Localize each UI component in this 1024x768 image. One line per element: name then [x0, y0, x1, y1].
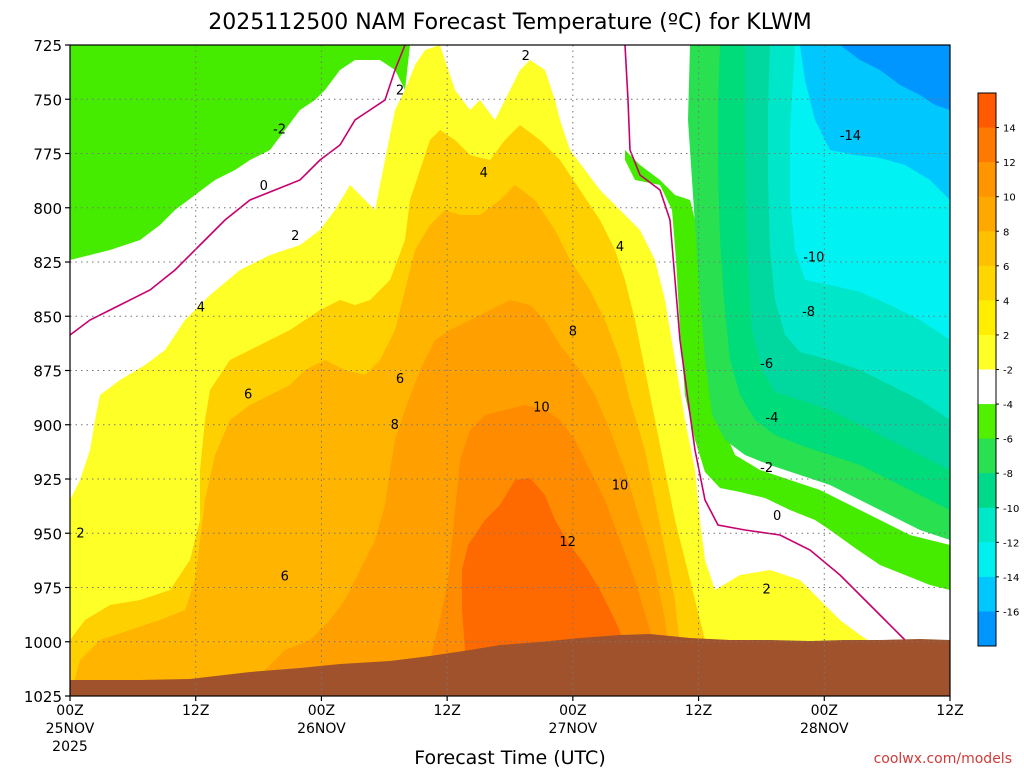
- y-tick-label: 1000: [24, 634, 62, 652]
- contour-label: 4: [197, 301, 205, 316]
- contour-label: -2: [760, 461, 773, 476]
- contour-label: 4: [616, 240, 624, 255]
- contour-label: 2: [76, 526, 84, 541]
- x-tick-date: 26NOV: [297, 721, 346, 737]
- colorbar-swatch: [978, 334, 996, 370]
- x-tick-label: 12Z: [433, 703, 460, 719]
- colorbar-label: -12: [1003, 538, 1019, 549]
- colorbar-label: 2: [1003, 331, 1009, 342]
- colorbar: 14 12 10 8 6 4 2 -2 -4 -6 -8 -10 -12 -14 -16: [977, 92, 1019, 647]
- y-tick-label: 875: [33, 363, 62, 381]
- y-tick-label: 1025: [24, 688, 62, 706]
- colorbar-label: -4: [1003, 400, 1013, 411]
- contour-label: 0: [773, 509, 781, 524]
- colorbar-swatch: [978, 507, 996, 543]
- y-tick-label: 825: [33, 254, 62, 272]
- colorbar-label: 4: [1003, 296, 1009, 307]
- temperature-field: [70, 45, 950, 696]
- colorbar-swatch: [978, 611, 996, 647]
- x-tick-label: 00Z: [308, 703, 335, 719]
- y-tick-label: 850: [33, 308, 62, 326]
- y-tick-label: 725: [33, 37, 62, 55]
- colorbar-swatch: [978, 473, 996, 509]
- colorbar-label: -10: [1003, 504, 1019, 515]
- credit-text: coolwx.com/models: [874, 751, 1012, 767]
- y-axis: 725 750 775 800 825 850 875 900 925 950 975 1000 102…: [24, 37, 70, 706]
- y-tick-label: 750: [33, 91, 62, 109]
- contour-label: -14: [840, 129, 861, 144]
- region-m16: [840, 45, 950, 110]
- contour-label: 10: [533, 400, 550, 415]
- y-tick-label: 900: [33, 417, 62, 435]
- colorbar-swatch: [978, 196, 996, 232]
- contour-labels: 2 4 6 6 2 0 -2 2 6 8 4 2 10 8 12 4 10 2 0 -2 -4 -6 -8 -10 -14: [76, 49, 861, 598]
- colorbar-label: 10: [1003, 193, 1016, 204]
- contour-label: 6: [396, 372, 404, 387]
- colorbar-label: -2: [1003, 366, 1013, 377]
- x-tick-date: 28NOV: [800, 721, 849, 737]
- colorbar-swatch: [978, 576, 996, 612]
- contour-label: 12: [559, 535, 576, 550]
- y-tick-label: 925: [33, 471, 62, 489]
- contour-label: -2: [273, 123, 286, 138]
- contour-label: 8: [569, 324, 577, 339]
- contour-label: 6: [281, 570, 289, 585]
- colorbar-label: -6: [1003, 435, 1013, 446]
- colorbar-label: -8: [1003, 469, 1013, 480]
- colorbar-swatch: [978, 162, 996, 198]
- contour-label: 0: [260, 179, 268, 194]
- x-tick-year: 2025: [52, 739, 88, 755]
- colorbar-swatch: [978, 542, 996, 578]
- contour-label: 2: [291, 229, 299, 244]
- chart-title: 2025112500 NAM Forecast Temperature (ºC)…: [208, 10, 811, 35]
- x-tick-label: 00Z: [811, 703, 838, 719]
- colorbar-swatch: [978, 369, 996, 405]
- contour-label: 6: [244, 387, 252, 402]
- x-axis-label: Forecast Time (UTC): [414, 747, 605, 768]
- y-tick-label: 950: [33, 525, 62, 543]
- contour-label: 2: [396, 84, 404, 99]
- contour-label: -6: [760, 357, 773, 372]
- colorbar-swatch: [978, 438, 996, 474]
- colorbar-label: -14: [1003, 573, 1019, 584]
- x-tick-label: 00Z: [56, 703, 83, 719]
- colorbar-swatch: [978, 93, 996, 129]
- y-tick-label: 800: [33, 200, 62, 218]
- colorbar-label: 14: [1003, 124, 1016, 135]
- contour-label: 10: [612, 479, 629, 494]
- x-tick-label: 12Z: [936, 703, 963, 719]
- contour-label: 2: [763, 583, 771, 598]
- colorbar-label: 8: [1003, 227, 1009, 238]
- contour-label: 8: [391, 418, 399, 433]
- contour-label: 2: [522, 49, 530, 64]
- freezing-line: [70, 45, 906, 641]
- contour-label: -10: [803, 251, 824, 266]
- contour-label: -4: [765, 411, 778, 426]
- x-tick-label: 12Z: [182, 703, 209, 719]
- x-tick-date: 25NOV: [46, 721, 95, 737]
- colorbar-swatch: [978, 231, 996, 267]
- colorbar-swatch: [978, 404, 996, 440]
- colorbar-swatch: [978, 300, 996, 336]
- x-tick-label: 00Z: [559, 703, 586, 719]
- x-tick-label: 12Z: [685, 703, 712, 719]
- terrain-surface: [70, 634, 950, 696]
- colorbar-swatch: [978, 127, 996, 163]
- contour-label: -8: [802, 305, 815, 320]
- colorbar-label: 12: [1003, 158, 1016, 169]
- y-tick-label: 975: [33, 580, 62, 598]
- colorbar-swatch: [978, 265, 996, 301]
- x-tick-date: 27NOV: [549, 721, 598, 737]
- contour-label: 4: [480, 166, 488, 181]
- colorbar-label: -16: [1003, 607, 1019, 618]
- y-tick-label: 775: [33, 146, 62, 164]
- colorbar-label: 6: [1003, 262, 1009, 273]
- x-axis: 00Z 25NOV 2025 12Z 00Z 26NOV 12Z 00Z 27NOV 12Z 00Z…: [46, 696, 964, 755]
